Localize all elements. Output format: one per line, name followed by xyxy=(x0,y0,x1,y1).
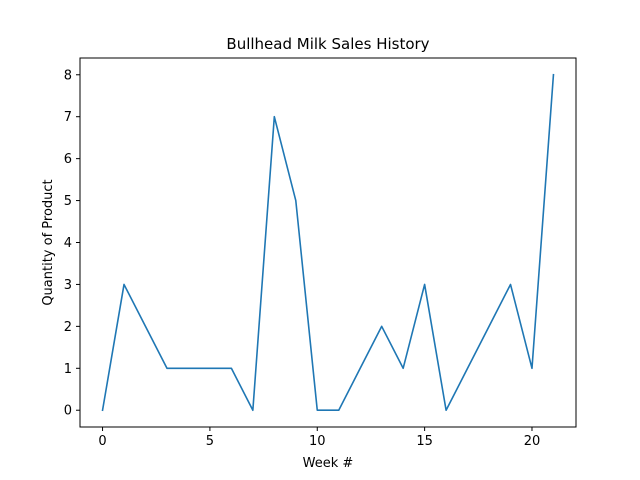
chart-title: Bullhead Milk Sales History xyxy=(226,35,429,53)
x-tick-label: 20 xyxy=(524,434,541,449)
y-axis: 0 1 2 3 4 5 6 7 8 xyxy=(64,68,80,419)
plot-area xyxy=(101,73,555,412)
x-tick-label: 10 xyxy=(309,434,326,449)
y-tick-label: 4 xyxy=(64,236,72,251)
x-tick-label: 15 xyxy=(416,434,433,449)
x-tick-label: 0 xyxy=(98,434,106,449)
x-axis-label: Week # xyxy=(303,456,354,471)
y-axis-label: Quantity of Product xyxy=(41,179,56,305)
x-axis: 0 5 10 15 20 xyxy=(98,427,540,449)
y-tick-label: 1 xyxy=(64,362,72,377)
series-line-0 xyxy=(101,73,555,412)
y-tick-label: 7 xyxy=(64,110,72,125)
y-tick-label: 5 xyxy=(64,194,72,209)
y-tick-label: 0 xyxy=(64,404,72,419)
y-tick-label: 3 xyxy=(64,278,72,293)
y-tick-label: 8 xyxy=(64,68,72,83)
y-tick-label: 6 xyxy=(64,152,72,167)
y-tick-label: 2 xyxy=(64,320,72,335)
x-tick-label: 5 xyxy=(206,434,214,449)
